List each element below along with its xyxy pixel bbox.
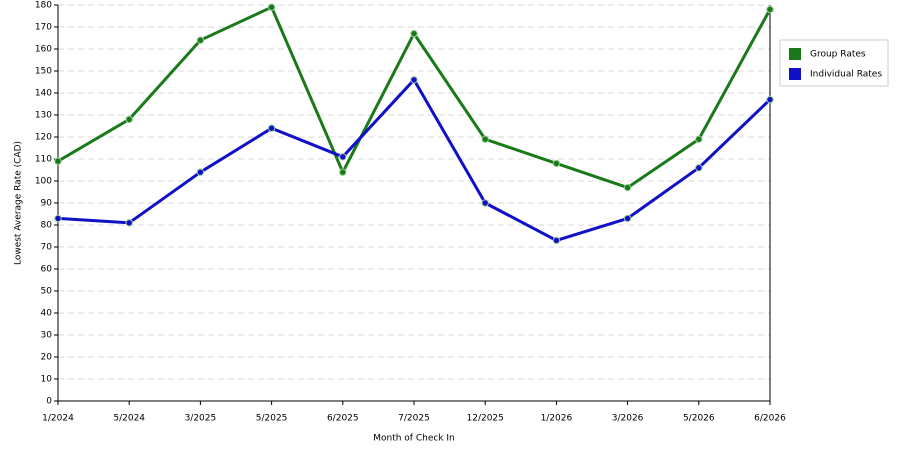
y-tick-label: 60 bbox=[41, 265, 53, 275]
x-tick-label: 3/2026 bbox=[612, 414, 644, 424]
data-point bbox=[339, 153, 347, 161]
data-point bbox=[267, 124, 276, 132]
x-tick-label: 12/2025 bbox=[467, 414, 504, 424]
data-point bbox=[623, 214, 632, 223]
data-point bbox=[766, 95, 774, 104]
y-tick-label: 30 bbox=[41, 331, 53, 341]
y-tick-label: 170 bbox=[35, 23, 52, 33]
x-tick-label: 3/2025 bbox=[185, 414, 217, 424]
y-tick-label: 80 bbox=[41, 221, 53, 231]
y-tick-label: 70 bbox=[41, 243, 53, 253]
y-tick-label: 100 bbox=[35, 177, 52, 187]
y-tick-label: 90 bbox=[41, 199, 53, 209]
x-tick-label: 5/2024 bbox=[113, 414, 145, 424]
data-point bbox=[552, 236, 561, 245]
data-point bbox=[54, 157, 62, 165]
y-tick-label: 130 bbox=[35, 111, 52, 121]
x-tick-label: 5/2026 bbox=[683, 414, 715, 424]
x-tick-label: 5/2025 bbox=[256, 414, 288, 424]
x-tick-label: 7/2025 bbox=[398, 414, 430, 424]
y-tick-label: 160 bbox=[35, 45, 52, 55]
series-line bbox=[57, 78, 772, 242]
y-axis-label: Lowest Average Rate (CAD) bbox=[14, 141, 24, 265]
y-tick-label: 40 bbox=[41, 309, 53, 319]
x-tick-label: 6/2025 bbox=[327, 414, 359, 424]
x-tick-label: 6/2026 bbox=[754, 414, 786, 424]
x-tick-label: 1/2026 bbox=[541, 414, 573, 424]
y-tick-label: 20 bbox=[41, 353, 53, 363]
legend-swatch bbox=[789, 48, 801, 60]
x-tick-label: 1/2024 bbox=[42, 414, 74, 424]
data-point bbox=[339, 168, 347, 176]
data-point bbox=[267, 3, 276, 11]
data-point bbox=[410, 29, 418, 38]
y-tick-label: 120 bbox=[35, 133, 52, 143]
y-tick-label: 10 bbox=[41, 375, 53, 385]
y-tick-label: 0 bbox=[46, 397, 52, 407]
data-point bbox=[196, 168, 205, 176]
data-point bbox=[623, 183, 632, 192]
y-tick-label: 180 bbox=[35, 1, 52, 11]
data-point bbox=[125, 115, 133, 124]
data-point bbox=[54, 214, 62, 223]
data-point bbox=[196, 36, 205, 44]
data-point bbox=[481, 199, 489, 207]
legend-label: Group Rates bbox=[810, 50, 866, 60]
data-point bbox=[125, 219, 133, 227]
data-point bbox=[695, 135, 703, 143]
y-tick-label: 50 bbox=[41, 287, 53, 297]
y-tick-label: 110 bbox=[35, 155, 52, 165]
data-point bbox=[552, 159, 561, 168]
y-tick-label: 150 bbox=[35, 67, 52, 77]
legend-swatch bbox=[789, 68, 801, 80]
data-point bbox=[766, 5, 774, 14]
data-point bbox=[410, 76, 418, 84]
data-point bbox=[695, 164, 703, 172]
y-tick-label: 140 bbox=[35, 89, 52, 99]
legend-label: Individual Rates bbox=[810, 70, 882, 80]
x-axis-label: Month of Check In bbox=[373, 434, 455, 444]
data-point bbox=[481, 135, 489, 143]
